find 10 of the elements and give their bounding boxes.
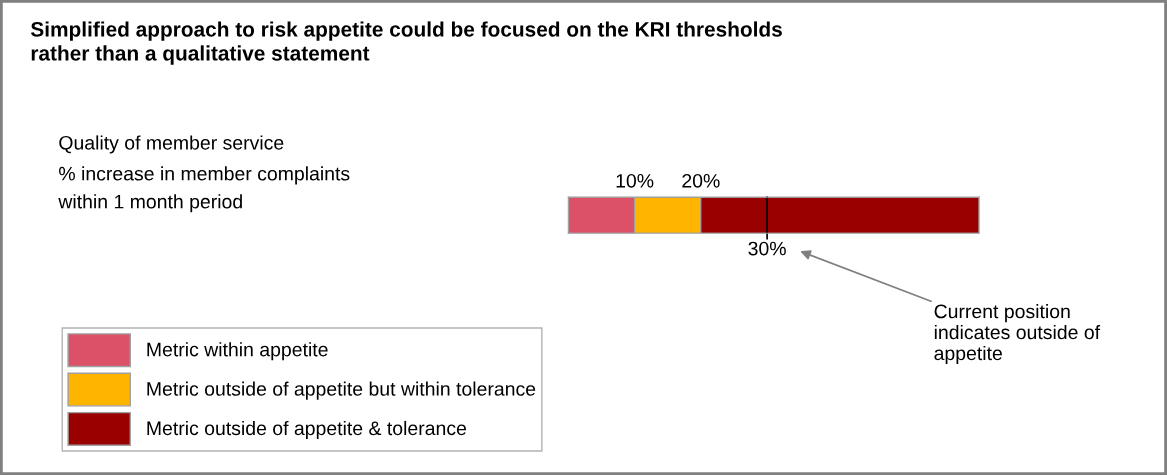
- ref-line-label: 30%: [748, 241, 786, 256]
- legend-label: Metric outside of appetite but within tolerance: [147, 381, 536, 400]
- x-tick-label: 10%: [616, 173, 654, 188]
- text: Current position indicates outside of appetite: [934, 304, 1101, 365]
- legend-label: Metric outside of appetite & tolerance: [147, 420, 466, 440]
- chart-title: Simplified approach to risk appetite could be focused on the KRI thresholds rather than a qualitative statement: [30, 21, 782, 65]
- legend-label: Metric within appetite: [147, 342, 328, 361]
- text: Quality of member service: [59, 135, 284, 154]
- text: % increase in member complaints within 1 month period: [58, 166, 350, 213]
- x-tick-label: 20%: [682, 173, 720, 188]
